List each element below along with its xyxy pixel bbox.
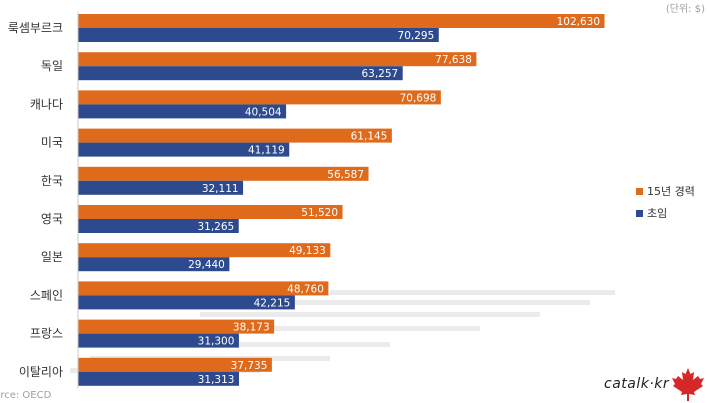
data-label-experienced: 70,698 — [400, 92, 437, 104]
bar-experienced — [78, 205, 343, 219]
legend-item-experienced: 15년 경력 — [636, 180, 695, 202]
shadow-streak — [330, 290, 615, 295]
category-label: 한국 — [41, 174, 63, 188]
shadow-streak — [200, 312, 540, 317]
legend: 15년 경력 초임 — [636, 180, 695, 224]
data-label-experienced: 56,587 — [327, 169, 364, 181]
bar-experienced — [78, 281, 329, 296]
category-label: 프랑스 — [30, 327, 63, 341]
bar-starting — [78, 295, 295, 310]
bar-experienced — [78, 357, 272, 372]
labels-layer: 룩셈부르크 102,630 70,295 독일 77,638 63,257 캐나다 70,69… — [8, 16, 600, 386]
data-label-starting: 31,265 — [197, 221, 234, 233]
data-label-experienced: 61,145 — [351, 131, 388, 143]
shadow-streak — [260, 300, 590, 305]
bars-layer — [78, 14, 605, 386]
data-label-starting: 31,300 — [198, 336, 235, 348]
source-note: urce: OECD — [0, 390, 52, 401]
bar-experienced — [78, 52, 477, 67]
bar-experienced — [78, 90, 441, 105]
bar-starting — [78, 66, 403, 81]
brand-logo-text: catalk·kr — [604, 376, 670, 392]
unit-note: (단위: $) — [665, 4, 705, 15]
bar-starting — [78, 28, 439, 42]
bar-experienced — [78, 128, 392, 143]
legend-swatch-starting — [636, 209, 643, 217]
data-label-experienced: 38,173 — [233, 322, 270, 334]
bar-starting — [78, 371, 239, 386]
bar-experienced — [78, 14, 605, 28]
category-label: 이탈리아 — [19, 365, 63, 379]
bar-starting — [78, 180, 244, 195]
bar-experienced — [78, 319, 275, 334]
data-label-experienced: 77,638 — [435, 54, 472, 66]
bar-experienced — [78, 166, 369, 181]
maple-leaf-icon — [672, 368, 704, 401]
data-label-starting: 40,504 — [245, 106, 282, 118]
category-label: 영국 — [41, 212, 63, 226]
data-label-starting: 31,313 — [198, 374, 235, 386]
category-label: 미국 — [41, 136, 63, 150]
data-label-experienced: 49,133 — [289, 245, 326, 257]
legend-swatch-experienced — [636, 187, 643, 195]
bar-starting — [78, 219, 239, 233]
category-label: 룩셈부르크 — [8, 21, 63, 35]
data-label-starting: 32,111 — [202, 183, 239, 195]
shadow-streak — [150, 326, 480, 331]
legend-item-starting: 초임 — [636, 202, 695, 224]
data-label-starting: 42,215 — [254, 297, 291, 309]
shadow-streak — [110, 342, 390, 347]
data-label-experienced: 51,520 — [301, 207, 338, 219]
data-label-experienced: 48,760 — [287, 283, 324, 295]
data-label-starting: 70,295 — [398, 30, 435, 42]
data-label-experienced: 37,735 — [231, 360, 268, 372]
data-label-starting: 41,119 — [248, 145, 285, 157]
legend-label-starting: 초임 — [647, 207, 668, 220]
bar-starting — [78, 142, 290, 157]
data-label-starting: 29,440 — [188, 259, 225, 271]
category-label: 캐나다 — [30, 97, 63, 111]
category-label: 스페인 — [30, 288, 63, 302]
data-label-starting: 63,257 — [361, 68, 398, 80]
category-label: 일본 — [41, 250, 63, 264]
bar-experienced — [78, 243, 331, 258]
bar-starting — [78, 257, 230, 272]
category-label: 독일 — [41, 59, 63, 73]
bar-starting — [78, 104, 287, 119]
bar-starting — [78, 333, 239, 348]
data-label-experienced: 102,630 — [557, 16, 600, 28]
legend-label-experienced: 15년 경력 — [647, 185, 695, 198]
